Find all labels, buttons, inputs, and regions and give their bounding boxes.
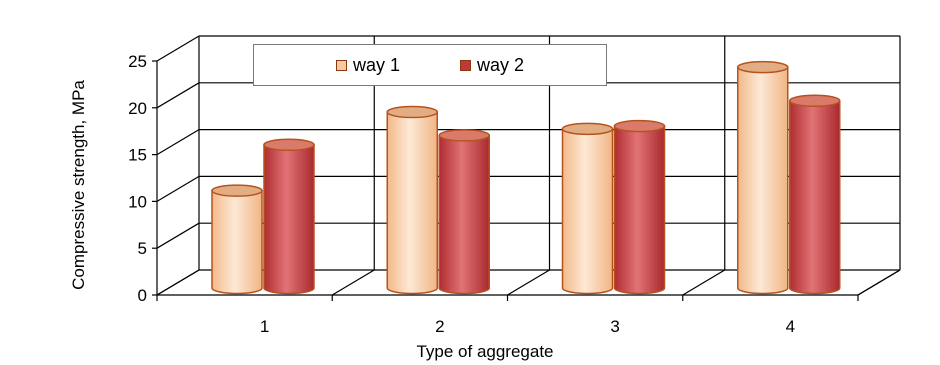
floor-divider [507, 269, 550, 296]
bar-body [263, 144, 315, 295]
legend-item-way1: way 1 [335, 54, 400, 76]
side-gridline [156, 222, 200, 249]
legend: way 1 way 2 [253, 44, 607, 86]
x-axis-title: Type of aggregate [416, 342, 553, 361]
bars [211, 60, 841, 295]
bar-top [561, 122, 614, 136]
x-tick-label: 3 [610, 317, 619, 336]
bar-way2 [789, 94, 841, 295]
bar-way2 [613, 119, 666, 295]
bar-body [789, 100, 841, 295]
bar-top [386, 105, 438, 119]
side-gridline [156, 175, 200, 202]
bar-body [386, 111, 438, 295]
bar-body [737, 66, 789, 295]
y-tick-label: 10 [128, 192, 147, 211]
bar-body [438, 134, 490, 295]
y-tick-label: 5 [138, 239, 147, 258]
y-tick-label: 20 [128, 99, 147, 118]
y-tick-label: 25 [128, 52, 147, 71]
bar-body [211, 189, 263, 295]
x-tick-label: 1 [260, 317, 269, 336]
side-gridline [156, 129, 200, 156]
bar-way2 [438, 129, 490, 295]
bar-way1 [211, 184, 263, 295]
x-tick-label: 2 [435, 317, 444, 336]
bar-top [789, 94, 841, 108]
bar-way2 [263, 138, 315, 295]
bar-body [613, 125, 666, 295]
legend-item-way2: way 2 [460, 55, 524, 76]
side-gridline [156, 35, 200, 62]
y-axis-title: Compressive strength, MPa [69, 80, 88, 290]
bar-way1 [386, 105, 438, 295]
bar-top [737, 60, 789, 74]
x-tick-label: 4 [786, 317, 795, 336]
floor-divider [682, 269, 726, 296]
bar-top [613, 119, 666, 133]
floor-divider [156, 269, 200, 296]
y-tick-label: 15 [128, 146, 147, 165]
bar-top [263, 138, 315, 152]
side-gridline [156, 82, 200, 109]
bar-body [561, 128, 614, 295]
legend-swatch-way2 [460, 59, 471, 71]
bar-way1 [561, 122, 614, 295]
legend-label-way2: way 2 [477, 54, 525, 75]
bar-way1 [737, 60, 789, 295]
bar-top [438, 129, 490, 142]
tick-labels: 0 5 10 15 20 25 1 2 3 4 [128, 52, 795, 336]
floor-divider [331, 269, 375, 296]
legend-label-way1: way 1 [352, 54, 400, 75]
floor-divider [857, 269, 901, 296]
y-tick-label: 0 [138, 286, 147, 305]
bar-top [211, 184, 263, 197]
legend-swatch-way1 [335, 59, 347, 71]
